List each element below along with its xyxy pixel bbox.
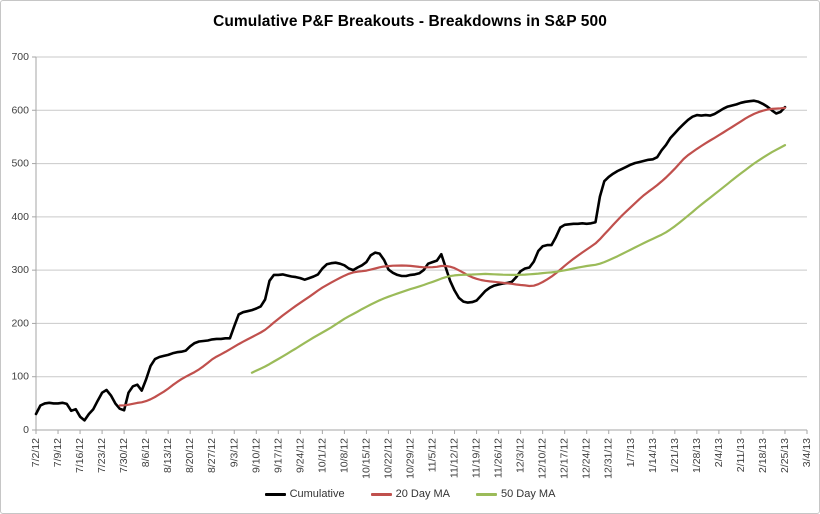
x-tick-label: 12/10/12 (537, 438, 549, 479)
legend-swatch-50-day-ma (476, 492, 498, 496)
x-tick-label: 8/13/12 (162, 438, 174, 473)
x-tick-label: 7/30/12 (118, 438, 130, 473)
x-tick-label: 12/17/12 (559, 438, 571, 479)
legend-item-cumulative: Cumulative (264, 488, 345, 500)
x-tick-label: 7/23/12 (96, 438, 108, 473)
chart-legend: Cumulative 20 Day MA 50 Day MA (1, 488, 819, 500)
y-tick-label: 400 (11, 211, 29, 223)
series-line-20-day-ma (118, 106, 787, 407)
x-tick-label: 8/27/12 (206, 438, 218, 473)
x-tick-label: 12/24/12 (581, 438, 593, 479)
y-tick-label: 200 (11, 317, 29, 329)
x-tick-label: 10/1/12 (316, 438, 328, 473)
x-tick-label: 8/20/12 (184, 438, 196, 473)
x-tick-label: 9/24/12 (294, 438, 306, 473)
x-tick-label: 8/6/12 (140, 438, 152, 467)
x-tick-label: 1/14/13 (647, 438, 659, 473)
y-tick-label: 500 (11, 158, 29, 170)
x-tick-label: 9/17/12 (272, 438, 284, 473)
x-tick-label: 10/29/12 (404, 438, 416, 479)
x-tick-label: 3/4/13 (801, 438, 813, 467)
x-tick-label: 7/9/12 (52, 438, 64, 467)
x-tick-label: 9/3/12 (228, 438, 240, 467)
x-tick-label: 2/25/13 (779, 438, 791, 473)
x-tick-label: 10/15/12 (360, 438, 372, 479)
x-tick-label: 7/16/12 (74, 438, 86, 473)
x-tick-label: 12/3/12 (515, 438, 527, 473)
x-tick-label: 10/8/12 (338, 438, 350, 473)
legend-label-50-day-ma: 50 Day MA (501, 488, 556, 500)
x-tick-label: 11/26/12 (493, 438, 505, 478)
x-tick-label: 2/18/13 (757, 438, 769, 473)
x-tick-label: 2/11/13 (735, 438, 747, 472)
y-tick-label: 300 (11, 264, 29, 276)
legend-label-cumulative: Cumulative (289, 488, 345, 500)
legend-item-50-day-ma: 50 Day MA (476, 488, 555, 500)
y-tick-label: 600 (11, 104, 29, 116)
legend-item-20-day-ma: 20 Day MA (370, 488, 451, 500)
y-tick-label: 100 (11, 371, 29, 383)
x-tick-label: 1/7/13 (625, 438, 637, 467)
x-tick-label: 9/10/12 (250, 438, 262, 473)
x-tick-label: 7/2/12 (30, 438, 42, 467)
series-line-cumulative (34, 99, 787, 422)
x-tick-label: 11/12/12 (449, 438, 461, 478)
x-tick-label: 11/5/12 (427, 438, 439, 472)
x-tick-label: 10/22/12 (382, 438, 394, 479)
chart-title: Cumulative P&F Breakouts - Breakdowns in… (213, 13, 607, 30)
y-tick-label: 700 (11, 51, 29, 63)
x-tick-label: 1/21/13 (669, 438, 681, 473)
legend-swatch-20-day-ma (370, 492, 392, 496)
x-tick-label: 11/19/12 (471, 438, 483, 478)
x-tick-label: 12/31/12 (603, 438, 615, 479)
x-tick-label: 2/4/13 (713, 438, 725, 467)
legend-swatch-cumulative (264, 492, 286, 496)
x-tick-label: 1/28/13 (691, 438, 703, 473)
legend-label-20-day-ma: 20 Day MA (395, 488, 451, 500)
series-line-50-day-ma (250, 144, 787, 374)
y-tick-label: 0 (23, 424, 29, 436)
